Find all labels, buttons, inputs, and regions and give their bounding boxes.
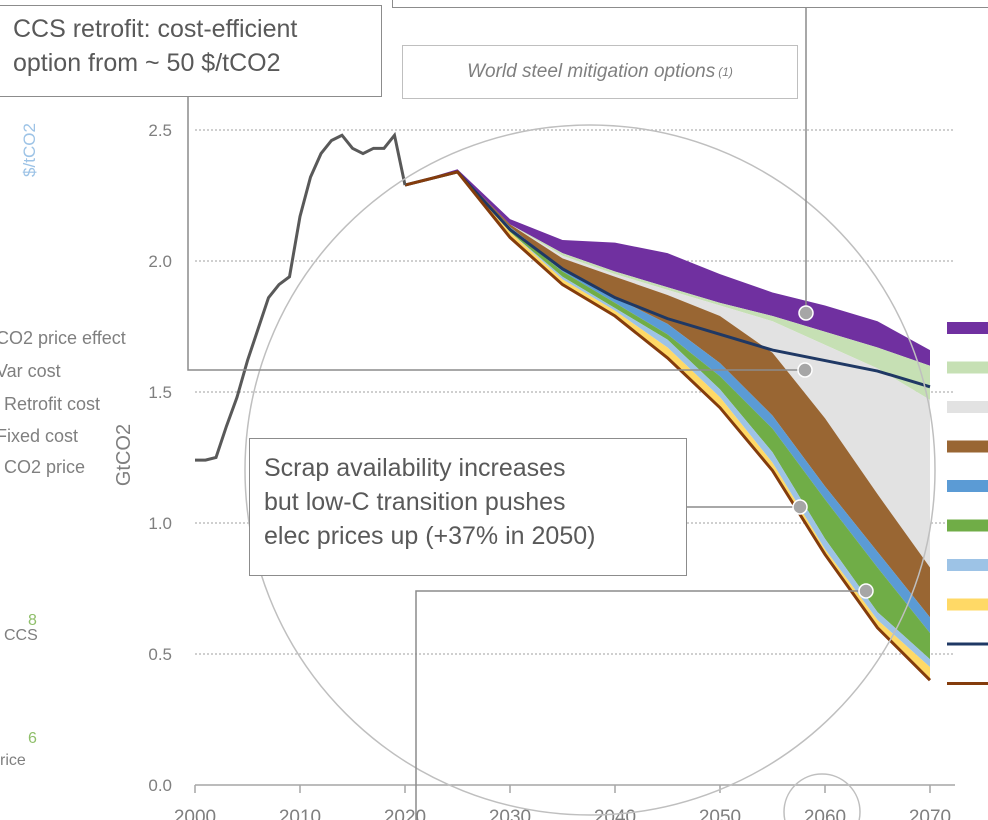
left-label-fixed-cost: Fixed cost — [0, 426, 79, 446]
chart-subtitle: World steel mitigation options — [467, 61, 716, 82]
scrap-callout-line-1: Scrap availability increases — [264, 454, 566, 482]
left-label-co2-price-effect: CO2 price effect — [0, 328, 126, 348]
left-axis-label: $/tCO2 — [20, 123, 39, 177]
scrap-callout: Scrap availability increases but low-C t… — [249, 438, 687, 576]
connector-dot-2 — [797, 362, 813, 378]
connector-dot-3 — [792, 499, 808, 515]
scrap-callout-line-2: but low-C transition pushes — [264, 488, 566, 516]
x-tick-label-2050: 2050 — [699, 807, 741, 820]
x-tick-label-2020: 2020 — [384, 807, 426, 820]
ccs-callout-line-1: CCS retrofit: cost-efficient — [13, 15, 298, 43]
tick-highlight-circle — [783, 773, 861, 820]
y-axis-label: GtCO2 — [113, 424, 135, 486]
left-label-retrofit-cost: Retrofit cost — [4, 394, 101, 414]
chart-subtitle-box: World steel mitigation options (1) — [402, 45, 798, 99]
ccs-connector — [187, 97, 805, 371]
ccs-callout-line-2: option from ~ 50 $/tCO2 — [13, 49, 281, 77]
legend-swatch-1 — [947, 322, 988, 334]
x-tick-label-2010: 2010 — [279, 807, 321, 820]
historical-line — [195, 131, 407, 462]
y-tick-label-0.0: 0.0 — [148, 776, 172, 795]
top-callout-box — [392, 0, 988, 8]
y-tick-label-1.5: 1.5 — [148, 383, 172, 402]
area-band-3 — [405, 171, 930, 568]
x-tick-label-2000: 2000 — [174, 807, 216, 820]
area-band-7 — [405, 171, 930, 668]
highlight-circle — [244, 124, 936, 816]
left-fragment-6: 6 — [28, 730, 37, 747]
left-label-var-cost: Var cost — [0, 361, 61, 381]
legend-swatch-10 — [947, 682, 988, 685]
legend-swatch-5 — [947, 480, 988, 492]
legend-swatch-3 — [947, 401, 988, 413]
x-tick-label-2060: 2060 — [804, 807, 846, 820]
left-fragment-ccs: CCS — [4, 627, 38, 644]
x-tick-label-2070: 2070 — [909, 807, 951, 820]
y-tick-label-2.0: 2.0 — [148, 252, 172, 271]
legend-swatch-4 — [947, 440, 988, 453]
scrap-callout-line-3: elec prices up (+37% in 2050) — [264, 522, 596, 550]
legend-swatch-7 — [947, 559, 988, 571]
x-tick-label-2030: 2030 — [489, 807, 531, 820]
scenario-line-2 — [404, 170, 932, 682]
connector-dot-4 — [858, 583, 874, 599]
scenario-line-1 — [404, 170, 931, 389]
legend-swatch-8 — [947, 598, 988, 611]
legend-swatch-6 — [947, 519, 988, 532]
legend-swatch-2 — [947, 361, 988, 374]
y-tick-label-1.0: 1.0 — [148, 514, 172, 533]
bottom-connector — [415, 590, 866, 820]
y-tick-label-2.5: 2.5 — [148, 121, 172, 140]
area-band-1 — [405, 169, 930, 366]
left-fragment-8: 8 — [28, 612, 37, 629]
ccs-callout: CCS retrofit: cost-efficient option from… — [0, 5, 382, 97]
chart-subtitle-note: (1) — [718, 65, 733, 79]
left-fragment-rice: rice — [0, 752, 26, 769]
y-tick-label-0.5: 0.5 — [148, 645, 172, 664]
left-label-co2-price: CO2 price — [4, 457, 86, 477]
area-band-6 — [405, 171, 930, 660]
connector-dot-1 — [798, 305, 814, 321]
legend-swatch-9 — [947, 642, 988, 646]
